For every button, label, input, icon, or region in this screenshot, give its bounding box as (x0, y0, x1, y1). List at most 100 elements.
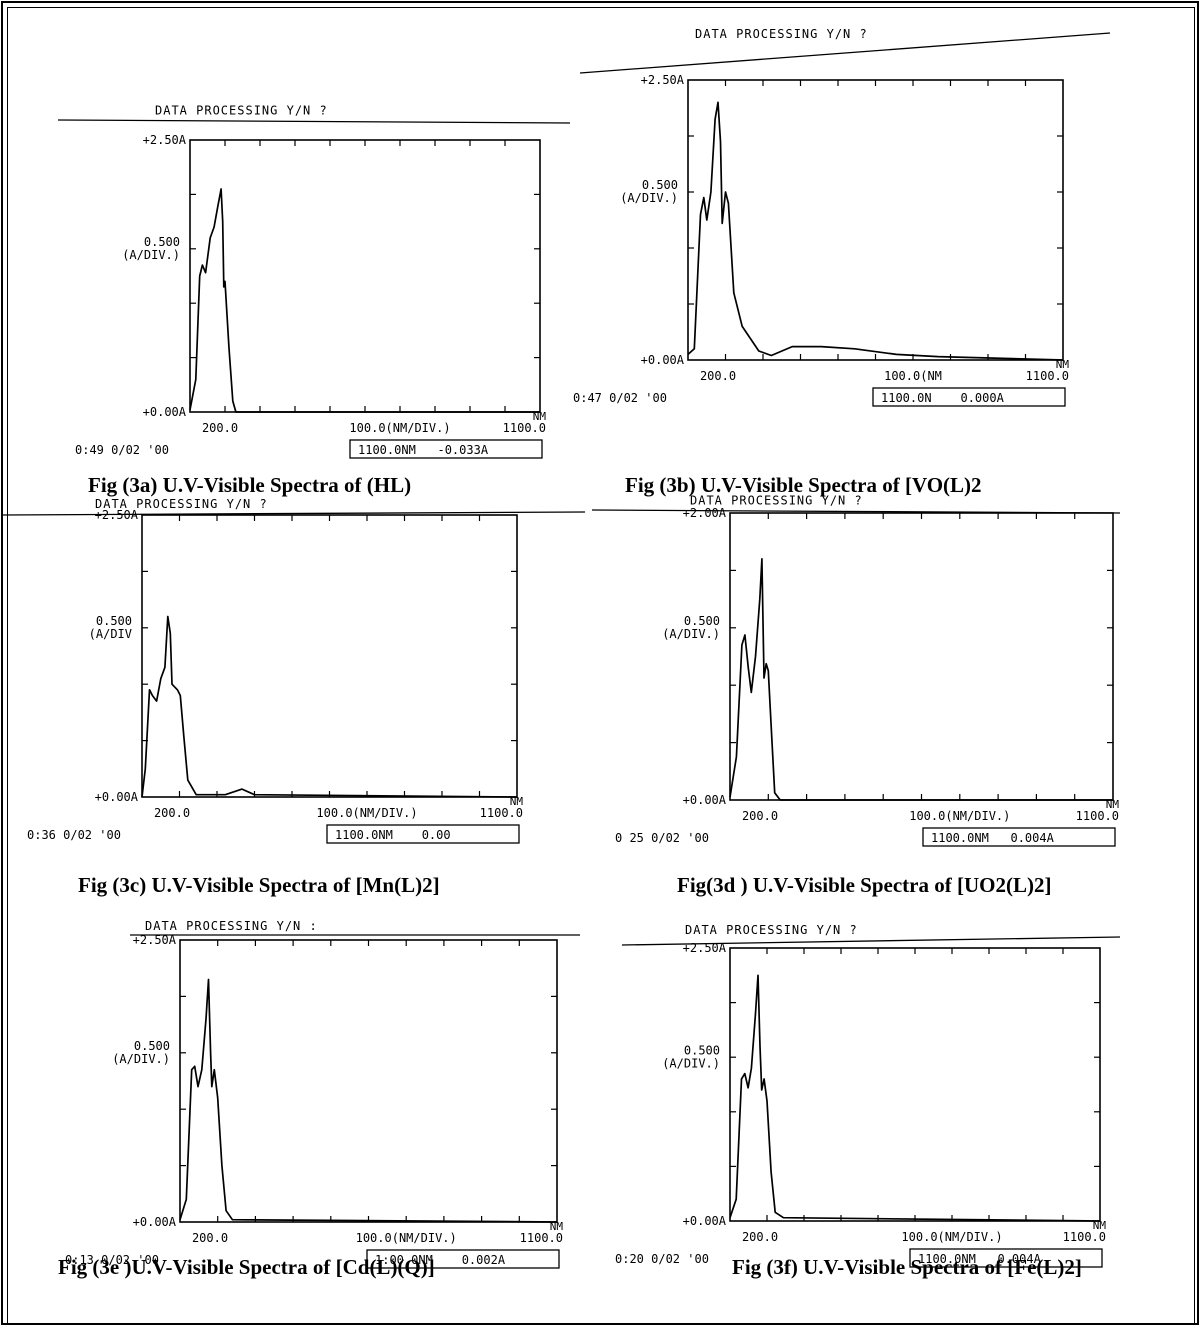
footer-readout: 1100.0NM 0.004A (918, 1252, 1042, 1266)
footer-timestamp: 0 25 0/02 '00 (615, 831, 709, 845)
header-rule (1, 511, 586, 516)
figure-caption: Fig (3b) U.V-Visible Spectra of [VO(L)2 (625, 473, 982, 497)
spectrum-chart-2: DATA PROCESSING Y/N ? +2.50A 0.500(A/DIV.)… (573, 27, 1111, 407)
plot-frame (687, 79, 1064, 361)
x-unit-label: NM (1093, 1219, 1107, 1232)
spectrum-panel-1: DATA PROCESSING Y/N ? +2.50A 0.500 (A/DIV.)… (30, 45, 590, 497)
plot-frame (189, 139, 541, 413)
x-right-label: 1100.0 (1076, 809, 1119, 823)
x-unit-label: NM (1106, 798, 1120, 811)
x-unit-label: NM (510, 795, 524, 808)
y-scale-label: 0.500 (684, 614, 720, 628)
y-bottom-label: +0.00A (95, 790, 139, 804)
footer-readout-box (366, 1249, 560, 1269)
x-right-label: 1100.0 (480, 806, 523, 820)
spectrum-panel-6: DATA PROCESSING Y/N ? +2.50A 0.500 (A/DIV.)… (600, 905, 1160, 1335)
y-top-label: +2.00A (683, 506, 727, 520)
footer-timestamp: 0:13 0/02 '00 (65, 1253, 159, 1267)
footer-readout: 1100.0N 0.000A (881, 391, 1005, 405)
plot-frame (141, 514, 518, 798)
x-scale-label: 100.0(NM/DIV.) (349, 421, 450, 435)
footer-readout-box (872, 387, 1066, 407)
figure-caption: Fig (3a) U.V-Visible Spectra of (HL) (88, 473, 412, 497)
y-bottom-label: +0.00A (143, 405, 187, 419)
y-unit-label: (A/DIV.) (620, 191, 678, 205)
y-unit-label: (A/DIV.) (662, 627, 720, 641)
y-scale-label: 0.500 (642, 178, 678, 192)
x-right-label: 1100.0 (1063, 1230, 1106, 1244)
spectrum-chart-1: DATA PROCESSING Y/N ? +2.50A 0.500(A/DIV.)… (57, 103, 571, 459)
spectrum-chart-6: DATA PROCESSING Y/N ? +2.50A 0.500(A/DIV.)… (615, 923, 1121, 1268)
spectrum-chart-4: DATA PROCESSING Y/N ?+2.00A 0.500(A/DIV.)… (591, 493, 1121, 847)
spectrum-line (729, 974, 1101, 1222)
figure-caption: Fig (3e )U.V-Visible Spectra of [Cd(L)(Q… (58, 1255, 435, 1279)
x-left-label: 200.0 (202, 421, 238, 435)
footer-readout-box (326, 824, 520, 844)
x-unit-label: NM (550, 1220, 564, 1233)
y-top-label: +2.50A (133, 933, 177, 947)
footer-timestamp: 0:36 0/02 '00 (27, 828, 121, 842)
x-left-label: 200.0 (700, 369, 736, 383)
header-text: DATA PROCESSING Y/N ? (155, 103, 328, 117)
header-text: DATA PROCESSING Y/N ? (685, 923, 858, 937)
y-bottom-label: +0.00A (683, 793, 727, 807)
footer-readout-box (909, 1248, 1103, 1268)
header-rule (57, 119, 571, 124)
header-text: DATA PROCESSING Y/N ? (695, 27, 868, 41)
y-bottom-label: +0.00A (133, 1215, 177, 1229)
spectrum-chart-5: DATA PROCESSING Y/N :+2.50A 0.500(A/DIV.)… (65, 919, 580, 1269)
y-top-label: +2.50A (143, 133, 187, 147)
footer-readout: 1100.0NM 0.00 (335, 828, 451, 842)
y-unit-label: (A/DIV (89, 627, 132, 641)
spectrum-panel-3: DATA PROCESSING Y/N ? +2.50A 0.500 (A/DIV +0… (1, 480, 590, 910)
x-unit-label: NM (533, 410, 547, 423)
x-scale-label: 100.0(NM/DIV.) (909, 809, 1010, 823)
footer-timestamp: 0:49 0/02 '00 (75, 443, 169, 457)
x-scale-label: 100.0(NM (884, 369, 942, 383)
x-left-label: 200.0 (192, 1231, 228, 1245)
figure-caption: Fig(3d ) U.V-Visible Spectra of [UO2(L)2… (677, 873, 1052, 897)
plot-frame (729, 512, 1114, 801)
y-unit-label: (A/DIV.) (122, 248, 180, 262)
footer-readout-box (349, 439, 543, 459)
figure-frame-inner (7, 7, 1195, 1325)
spectrum-panel-5: DATA PROCESSING Y/N : +2.50A 0.500 (A/DIV.)… (30, 905, 590, 1335)
x-left-label: 200.0 (742, 809, 778, 823)
y-bottom-label: +0.00A (683, 1214, 727, 1228)
header-text: DATA PROCESSING Y/N ? (690, 493, 863, 507)
spectrum-line (189, 188, 540, 413)
y-scale-label: 0.500 (96, 614, 132, 628)
x-scale-label: 100.0(NM/DIV.) (901, 1230, 1002, 1244)
x-unit-label: NM (1056, 358, 1070, 371)
plot-frame (729, 947, 1101, 1222)
x-right-label: 1100.0 (1026, 369, 1069, 383)
y-scale-label: 0.500 (134, 1039, 170, 1053)
plot-frame (179, 939, 558, 1223)
header-text: DATA PROCESSING Y/N : (145, 919, 318, 933)
footer-timestamp: 0:47 0/02 '00 (573, 391, 667, 405)
y-unit-label: (A/DIV.) (662, 1056, 720, 1070)
x-scale-label: 100.0(NM/DIV.) (356, 1231, 457, 1245)
y-scale-label: 0.500 (684, 1043, 720, 1057)
x-right-label: 1100.0 (503, 421, 546, 435)
footer-readout: 1100.0NM 0.004A (931, 831, 1055, 845)
x-scale-label: 100.0(NM/DIV.) (316, 806, 417, 820)
spectrum-chart-3: DATA PROCESSING Y/N ?+2.50A 0.500(A/DIV +0… (1, 497, 586, 844)
footer-timestamp: 0:20 0/02 '00 (615, 1252, 709, 1266)
footer-readout: 1:00.0NM 0.002A (375, 1253, 506, 1267)
y-unit-label: (A/DIV.) (112, 1052, 170, 1066)
header-rule (621, 936, 1121, 946)
header-rule (579, 32, 1111, 74)
y-scale-label: 0.500 (144, 235, 180, 249)
figure-caption: Fig (3f) U.V-Visible Spectra of [Fe(L)2] (732, 1255, 1082, 1279)
spectrum-line (687, 101, 1064, 361)
spectrum-line (179, 978, 558, 1223)
figure-caption: Fig (3c) U.V-Visible Spectra of [Mn(L)2] (78, 873, 440, 897)
spectrum-panel-2: DATA PROCESSING Y/N ? +2.50A 0.500 (A/DIV.)… (573, 27, 1160, 497)
spectrum-line (729, 558, 1113, 801)
y-top-label: +2.50A (95, 508, 139, 522)
spectrum-line (141, 615, 518, 798)
y-top-label: +2.50A (683, 941, 727, 955)
x-left-label: 200.0 (154, 806, 190, 820)
footer-readout: 1100.0NM -0.033A (358, 443, 489, 457)
